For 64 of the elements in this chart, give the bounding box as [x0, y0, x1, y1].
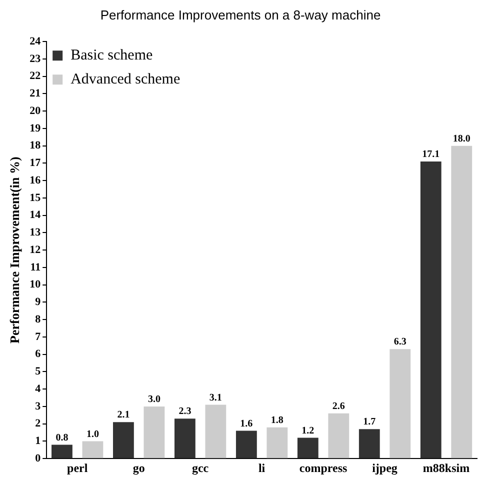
x-tick-label: m88ksim	[422, 460, 470, 475]
y-tick-label: 19	[30, 122, 42, 134]
x-tick-label: compress	[299, 460, 348, 475]
y-tick-label: 17	[30, 157, 42, 170]
x-tick-label: go	[132, 460, 145, 475]
y-tick-label: 21	[30, 88, 41, 100]
y-tick-label: 5	[35, 366, 42, 378]
x-tick-label: gcc	[192, 460, 210, 475]
bar	[328, 413, 350, 458]
data-label: 3.0	[148, 394, 160, 406]
data-label: 1.8	[270, 414, 284, 426]
data-label: 3.1	[209, 392, 222, 404]
y-tick-label: 20	[30, 104, 42, 117]
bar	[236, 430, 257, 458]
data-label: 18.0	[452, 133, 470, 144]
x-tick-label: ijpeg	[372, 460, 398, 475]
data-label: 6.3	[394, 336, 406, 348]
bar	[297, 438, 318, 458]
bar	[52, 444, 72, 458]
bar	[266, 427, 288, 458]
y-tick-label: 23	[30, 52, 42, 65]
data-label: 1.2	[302, 425, 314, 436]
chart-title: Performance Improvements on a 8-way machine	[100, 7, 381, 22]
data-label: 17.1	[422, 149, 440, 160]
y-tick-label: 24	[30, 35, 42, 48]
bar	[144, 406, 165, 458]
x-tick-label: li	[258, 460, 266, 475]
data-label: 1.7	[363, 416, 376, 428]
y-tick-label: 7	[35, 330, 42, 343]
bar	[451, 146, 472, 458]
y-tick-label: 18	[30, 140, 42, 152]
y-tick-label: 15	[30, 192, 42, 204]
data-label: 1.6	[240, 418, 253, 430]
y-tick-label: 9	[35, 296, 42, 308]
y-tick-label: 11	[30, 261, 41, 274]
y-tick-label: 0	[35, 452, 42, 464]
y-tick-label: 12	[30, 244, 42, 256]
data-label: 2.3	[178, 406, 192, 418]
y-tick-label: 3	[35, 400, 42, 412]
y-tick-label: 16	[30, 174, 42, 186]
legend-label: Advanced scheme	[70, 72, 180, 88]
legend-label: Basic scheme	[70, 48, 153, 64]
bar	[82, 441, 104, 458]
bar	[358, 429, 380, 458]
y-tick-label: 2	[35, 418, 42, 430]
bar	[174, 418, 196, 458]
y-tick-label: 10	[30, 278, 42, 291]
y-tick-label: 14	[30, 209, 42, 222]
data-label: 1.0	[86, 428, 99, 440]
y-tick-label: 22	[30, 70, 42, 82]
y-tick-label: 13	[30, 226, 42, 239]
x-tick-label: perl	[67, 460, 88, 475]
bar	[205, 404, 226, 458]
bar	[420, 161, 442, 458]
y-tick-label: 4	[35, 382, 42, 395]
data-label: 2.6	[332, 401, 345, 412]
y-tick-label: 6	[35, 348, 42, 360]
y-tick-label: 8	[35, 313, 42, 326]
data-label: 0.8	[56, 432, 68, 444]
y-axis-title: Performance Improvement(in %)	[7, 156, 22, 344]
bar	[390, 349, 411, 458]
data-label: 2.1	[117, 410, 130, 421]
y-tick-label: 1	[35, 435, 41, 448]
bar	[113, 422, 134, 458]
